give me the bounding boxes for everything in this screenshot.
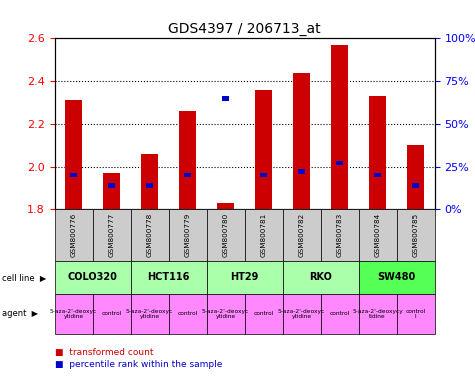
Bar xyxy=(179,111,196,209)
Bar xyxy=(255,90,272,209)
Text: RKO: RKO xyxy=(309,272,332,283)
Bar xyxy=(217,203,234,209)
Text: GSM800784: GSM800784 xyxy=(375,213,380,257)
Bar xyxy=(293,73,310,209)
Text: GSM800778: GSM800778 xyxy=(147,213,152,257)
Text: agent  ▶: agent ▶ xyxy=(2,310,38,318)
Bar xyxy=(184,173,191,177)
Bar xyxy=(260,173,267,177)
Text: 5-aza-2'-deoxycy
tidine: 5-aza-2'-deoxycy tidine xyxy=(352,308,403,319)
Bar xyxy=(407,145,424,209)
Text: control: control xyxy=(254,311,274,316)
Text: 5-aza-2'-deoxyc
ytidine: 5-aza-2'-deoxyc ytidine xyxy=(50,308,97,319)
Text: GSM800783: GSM800783 xyxy=(337,213,342,257)
Bar xyxy=(222,96,229,101)
Text: GSM800776: GSM800776 xyxy=(71,213,76,257)
Bar xyxy=(103,173,120,209)
Text: 5-aza-2'-deoxyc
ytidine: 5-aza-2'-deoxyc ytidine xyxy=(126,308,173,319)
Text: 5-aza-2'-deoxyc
ytidine: 5-aza-2'-deoxyc ytidine xyxy=(202,308,249,319)
Bar xyxy=(65,100,82,209)
Bar xyxy=(331,45,348,209)
Text: cell line  ▶: cell line ▶ xyxy=(2,273,47,282)
Text: control: control xyxy=(102,311,122,316)
Text: SW480: SW480 xyxy=(378,272,416,283)
Text: GSM800781: GSM800781 xyxy=(261,213,266,257)
Text: 5-aza-2'-deoxyc
ytidine: 5-aza-2'-deoxyc ytidine xyxy=(278,308,325,319)
Text: GSM800780: GSM800780 xyxy=(223,213,228,257)
Bar xyxy=(108,183,115,188)
Text: HT29: HT29 xyxy=(230,272,259,283)
Bar xyxy=(374,173,381,177)
Text: GSM800782: GSM800782 xyxy=(299,213,304,257)
Bar xyxy=(70,173,77,177)
Bar xyxy=(141,154,158,209)
Text: ■  percentile rank within the sample: ■ percentile rank within the sample xyxy=(55,360,222,369)
Bar xyxy=(412,183,419,188)
Text: GSM800785: GSM800785 xyxy=(413,213,418,257)
Bar xyxy=(146,183,153,188)
Text: control: control xyxy=(330,311,350,316)
Text: GSM800779: GSM800779 xyxy=(185,213,190,257)
Text: ■  transformed count: ■ transformed count xyxy=(55,348,153,356)
Title: GDS4397 / 206713_at: GDS4397 / 206713_at xyxy=(168,22,321,36)
Text: control: control xyxy=(178,311,198,316)
Bar xyxy=(336,161,343,166)
Bar xyxy=(369,96,386,209)
Bar xyxy=(298,169,305,174)
Text: GSM800777: GSM800777 xyxy=(109,213,114,257)
Text: COLO320: COLO320 xyxy=(67,272,118,283)
Text: HCT116: HCT116 xyxy=(147,272,190,283)
Text: control
l: control l xyxy=(406,308,426,319)
